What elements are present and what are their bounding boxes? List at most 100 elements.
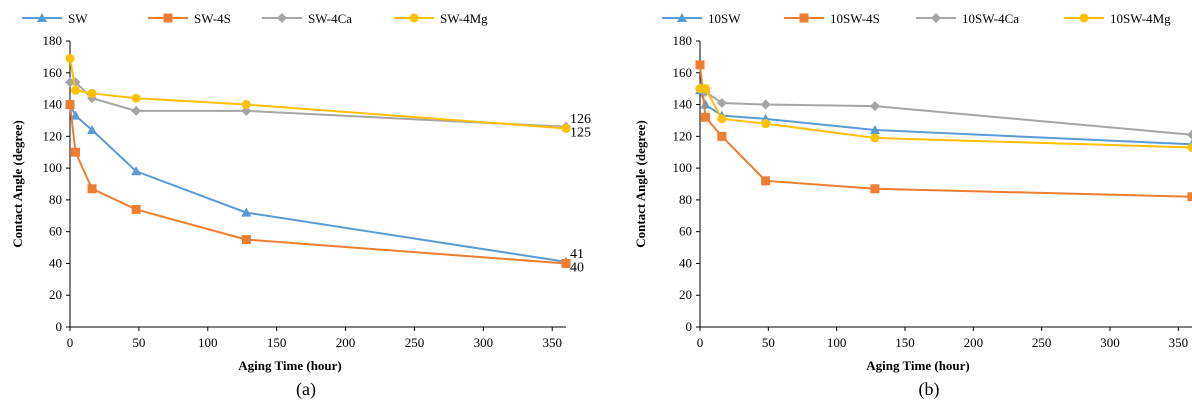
y-tick-label: 120 [673,128,693,143]
data-point-SW [87,124,98,134]
data-point-SW [131,166,142,176]
series-line-SW-4Ca [70,81,567,128]
data-point-SW-4Mg [241,100,251,110]
legend-label: SW [68,11,88,26]
data-point-10SW-4S [870,184,880,194]
data-point-SW [241,207,252,217]
data-point-SW-4Ca [65,77,75,88]
data-point-SW-4S [241,235,251,245]
series-line-10SW-4Ca [699,87,1192,136]
data-point-10SW-4S [717,131,727,141]
x-axis-title: Aging Time (hour) [866,358,970,373]
y-tick-label: 0 [686,319,693,334]
y-tick-label: 0 [56,319,63,334]
y-tick-label: 40 [49,255,62,270]
data-point-SW-4S [71,147,81,157]
data-point-10SW-4Ca [869,101,880,112]
data-point-10SW-4Mg [717,114,727,124]
y-tick-label: 140 [43,97,63,112]
x-tick-label: 300 [474,335,494,350]
legend-label: SW-4S [194,11,231,26]
legend-marker [409,13,419,23]
y-tick-label: 80 [679,192,692,207]
data-point-SW-4Ca [131,105,142,116]
data-point-SW-4Ca [241,105,252,116]
x-tick-label: 150 [267,335,287,350]
chart-a: 0 20 40 60 80 100 120 140 160 180 0 50 100 150 200 250 3… [10,11,591,400]
data-point-10SW-4Ca [1187,129,1192,140]
legend-label: 10SW [708,11,741,26]
x-tick-label: 0 [697,335,704,350]
data-point-10SW [869,124,880,134]
x-tick-label: 150 [895,335,915,350]
y-tick-label: 180 [673,33,693,48]
x-tick-label: 50 [132,335,145,350]
data-point-SW-4S [131,204,141,214]
data-label: 40 [570,260,584,275]
legend-label: 10SW-4Ca [962,11,1019,26]
legend-marker [799,13,809,23]
y-tick-label: 20 [679,287,692,302]
x-tick-label: 200 [964,335,984,350]
x-tick-label: 0 [67,335,74,350]
y-axis-title: Contact Angle (degree) [633,120,648,248]
series-line-SW [69,104,567,263]
y-tick-label: 160 [673,65,693,80]
x-tick-label: 350 [1169,335,1189,350]
legend-marker [931,13,941,23]
legend-marker [1079,13,1089,23]
series-line-SW-4Mg [69,58,567,130]
data-point-SW [70,110,81,120]
y-tick-label: 140 [673,97,693,112]
series-line-10SW-4Mg [700,87,1192,149]
data-point-SW-4S [87,184,97,194]
y-tick-label: 60 [679,224,692,239]
series-line-10SW [699,89,1192,146]
panel-caption: (b) [919,379,940,400]
x-tick-label: 200 [336,335,356,350]
y-tick-label: 40 [679,255,692,270]
data-point-SW-4S [561,258,571,268]
data-point-SW-4Mg [65,53,75,63]
x-tick-label: 250 [1032,335,1052,350]
legend-marker [277,13,287,23]
y-tick-label: 120 [43,128,63,143]
data-point-10SW-4S [695,60,705,70]
x-tick-label: 50 [762,335,775,350]
data-point-10SW [700,99,711,109]
x-tick-label: 350 [542,335,562,350]
data-point-10SW-4S [700,112,710,122]
legend-marker [37,13,47,22]
data-label: 126 [570,112,591,127]
data-point-SW-4S [65,100,75,110]
data-point-10SW-4S [1187,192,1192,202]
y-tick-label: 100 [673,160,693,175]
legend-marker [677,13,687,22]
series-line-SW-4S [69,104,567,265]
data-point-SW-4Mg [561,123,571,133]
y-tick-label: 160 [43,65,63,80]
panel-caption: (a) [296,379,316,400]
data-point-10SW-4Mg [700,84,710,94]
y-axis-title: Contact Angle (degree) [10,120,25,248]
data-point-10SW-4Mg [1187,142,1192,152]
legend-marker [163,13,173,23]
data-point-10SW-4Mg [761,119,771,129]
series-line-10SW-4S [699,64,1192,198]
x-axis-title: Aging Time (hour) [238,358,342,373]
data-label: 125 [570,125,591,140]
y-tick-label: 180 [43,33,63,48]
legend-label: SW-4Mg [440,11,488,26]
x-tick-label: 100 [198,335,218,350]
y-tick-label: 100 [43,160,63,175]
data-point-SW-4Mg [87,88,97,98]
legend-label: 10SW-4S [830,11,880,26]
legend-label: SW-4Ca [308,11,352,26]
y-tick-label: 60 [49,224,62,239]
x-tick-label: 100 [827,335,847,350]
y-tick-label: 80 [49,192,62,207]
chart-b: 0 20 40 60 80 100 120 140 160 180 0 50 100 150 200 250 3… [633,11,1192,400]
x-tick-label: 250 [405,335,425,350]
data-point-SW-4Mg [131,93,141,103]
